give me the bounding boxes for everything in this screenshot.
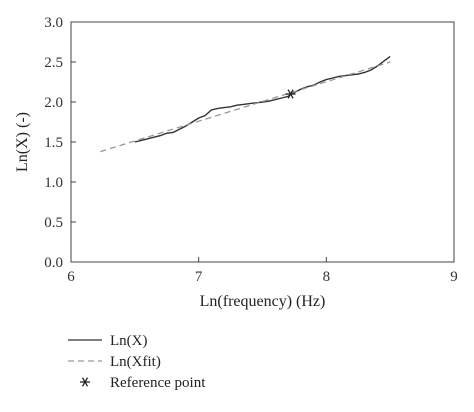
y-tick-label: 0.5 — [44, 215, 63, 231]
legend-label-ln-x: Ln(X) — [110, 333, 148, 349]
x-tick-label: 6 — [67, 269, 75, 285]
y-tick-label: 1.5 — [44, 135, 63, 151]
asterisk-stroke — [81, 377, 89, 387]
plot-border — [70, 21, 455, 263]
legend-item-ln-xfit: Ln(Xfit) — [68, 354, 161, 370]
y-axis-title: Ln(X) (-) — [14, 112, 31, 172]
y-tick-label: 1.0 — [44, 175, 63, 191]
legend-label-ln-xfit: Ln(Xfit) — [110, 354, 161, 370]
legend-label-reference-point: Reference point — [110, 375, 206, 391]
y-tick-label: 3.0 — [44, 15, 63, 31]
ln-x-line — [134, 55, 391, 143]
reference-point-marker — [285, 89, 296, 99]
x-axis-title: Ln(frequency) (Hz) — [200, 293, 326, 310]
legend-item-ln-x: Ln(X) — [68, 333, 148, 349]
x-tick-label: 8 — [323, 269, 331, 285]
asterisk-stroke — [287, 89, 294, 99]
x-tick-label: 9 — [450, 269, 458, 285]
ln-xfit-line — [100, 61, 391, 153]
legend-item-reference-point: Reference point — [80, 375, 206, 391]
plot-frame — [70, 21, 455, 263]
y-tick-label: 2.0 — [44, 95, 63, 111]
x-tick-label: 7 — [195, 269, 203, 285]
series-layer — [100, 55, 391, 153]
y-tick-label: 2.5 — [44, 55, 63, 71]
legend-swatch-reference-point — [80, 377, 90, 387]
axis-ticks: 6 7 8 9 0.0 0.5 1.0 1.5 2.0 2.5 3.0 — [44, 15, 458, 285]
y-tick-label: 0.0 — [44, 255, 63, 271]
legend: Ln(X) Ln(Xfit) Reference point — [68, 333, 206, 391]
